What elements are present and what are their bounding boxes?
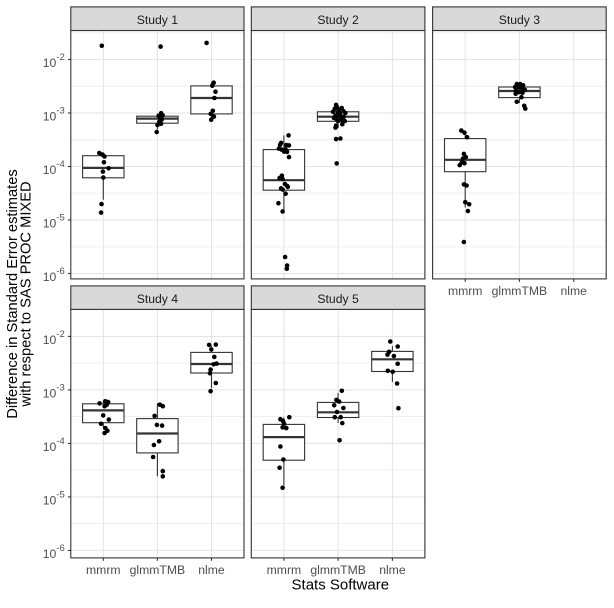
svg-text:nlme: nlme (560, 284, 587, 298)
svg-text:10: 10 (43, 493, 57, 507)
svg-text:mmrm: mmrm (448, 284, 483, 298)
svg-text:Study 1: Study 1 (137, 13, 179, 27)
svg-text:10: 10 (43, 109, 57, 123)
svg-text:with respect to SAS PROC MIXED: with respect to SAS PROC MIXED (18, 181, 34, 407)
svg-text:-3: -3 (56, 383, 64, 394)
svg-text:Study 2: Study 2 (317, 13, 359, 27)
svg-text:-5: -5 (56, 213, 64, 224)
svg-text:-5: -5 (56, 490, 64, 501)
svg-text:10: 10 (43, 163, 57, 177)
svg-text:-2: -2 (56, 329, 64, 340)
svg-text:10: 10 (43, 386, 57, 400)
svg-text:glmmTMB: glmmTMB (310, 563, 366, 577)
svg-text:nlme: nlme (379, 563, 406, 577)
svg-text:10: 10 (43, 333, 57, 347)
svg-text:10: 10 (43, 270, 57, 284)
svg-text:Stats Software: Stats Software (292, 576, 390, 593)
svg-text:-6: -6 (56, 266, 64, 277)
svg-text:-2: -2 (56, 52, 64, 63)
svg-text:Study 3: Study 3 (499, 13, 541, 27)
svg-text:glmmTMB: glmmTMB (492, 284, 548, 298)
svg-text:-4: -4 (56, 436, 64, 447)
svg-text:Study 5: Study 5 (317, 292, 359, 306)
svg-text:-4: -4 (56, 159, 64, 170)
svg-text:10: 10 (43, 547, 57, 561)
svg-text:mmrm: mmrm (267, 563, 302, 577)
svg-text:glmmTMB: glmmTMB (130, 563, 186, 577)
svg-text:nlme: nlme (198, 563, 225, 577)
svg-text:-3: -3 (56, 106, 64, 117)
svg-text:10: 10 (43, 216, 57, 230)
svg-text:-6: -6 (56, 543, 64, 554)
svg-text:Difference in Standard Error e: Difference in Standard Error estimates (5, 169, 21, 419)
svg-text:Study 4: Study 4 (137, 292, 179, 306)
svg-text:10: 10 (43, 440, 57, 454)
svg-text:mmrm: mmrm (86, 563, 121, 577)
svg-text:10: 10 (43, 56, 57, 70)
